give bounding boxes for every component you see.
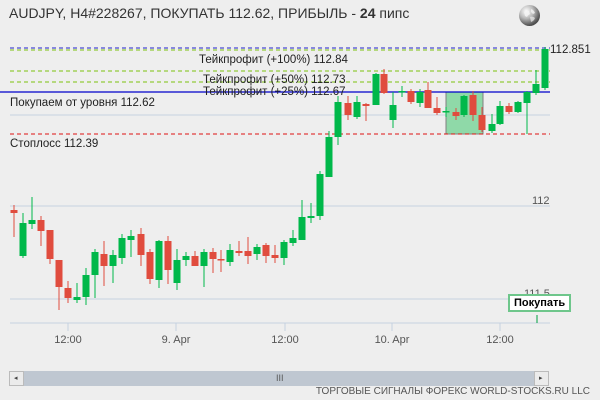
bearish-candle: [137, 234, 145, 255]
bearish-candle: [424, 90, 432, 108]
bullish-candle: [307, 216, 315, 218]
bullish-candle: [541, 49, 549, 88]
bullish-candle: [496, 106, 504, 124]
bearish-candle: [452, 112, 460, 116]
bearish-candle: [55, 260, 63, 287]
bearish-candle: [344, 103, 352, 115]
bearish-candle: [46, 230, 54, 259]
current-price-label: 112.851: [550, 44, 591, 56]
bearish-candle: [433, 108, 441, 113]
bullish-candle: [442, 111, 450, 113]
bullish-candle: [398, 91, 406, 93]
bearish-candle: [100, 254, 108, 266]
x-label-4: 10. Apr: [375, 334, 410, 346]
bullish-candle: [460, 96, 468, 115]
bearish-candle: [37, 220, 45, 231]
bullish-candle: [353, 102, 361, 117]
bullish-candle: [316, 174, 324, 216]
bearish-candle: [469, 95, 477, 115]
bullish-candle: [91, 252, 99, 275]
x-label-2: 9. Apr: [162, 334, 191, 346]
bearish-candle: [164, 241, 172, 270]
bullish-candle: [298, 217, 306, 240]
bullish-candle: [532, 84, 540, 93]
bearish-candle: [271, 255, 279, 258]
bearish-candle: [362, 104, 370, 106]
bullish-candle: [389, 105, 397, 120]
title-prefix: AUDJPY, H4#228267, ПОКУПАТЬ 112.62, ПРИБ…: [9, 5, 360, 21]
arrow-left-icon: ◂: [14, 375, 18, 382]
bullish-candle: [109, 255, 117, 266]
entry-label: Покупаем от уровня 112.62: [10, 97, 155, 109]
bearish-candle: [217, 259, 225, 261]
stop-label: Стоплосс 112.39: [10, 138, 98, 150]
scrollbar-grip-icon[interactable]: III: [276, 373, 284, 383]
bullish-candle: [173, 260, 181, 283]
bearish-candle: [262, 245, 270, 256]
tp50-label: Тейкпрофит (+50%) 112.73: [203, 74, 346, 86]
bullish-candle: [155, 241, 163, 280]
x-label-3: 12:00: [271, 334, 299, 346]
y-label-112: 112: [532, 195, 550, 207]
bearish-candle: [146, 252, 154, 279]
bullish-candle: [253, 247, 261, 254]
bullish-candle: [488, 124, 496, 131]
scroll-right-button[interactable]: ▸: [534, 371, 549, 386]
bullish-candle: [19, 223, 27, 256]
bearish-candle: [191, 256, 199, 266]
bullish-candle: [200, 252, 208, 266]
bearish-candle: [64, 288, 72, 298]
bullish-candle: [28, 220, 36, 224]
tp25-label: Тейкпрофит (+25%) 112.67: [203, 86, 346, 98]
x-label-1: 12:00: [54, 334, 82, 346]
buy-signal-marker[interactable]: Покупать: [508, 294, 572, 312]
profit-unit: пипс: [375, 5, 410, 21]
bullish-candle: [118, 238, 126, 258]
bullish-candle: [289, 238, 297, 243]
bullish-candle: [334, 102, 342, 137]
globe-icon[interactable]: [519, 5, 540, 26]
candles: [10, 47, 549, 310]
bearish-candle: [380, 74, 388, 93]
bullish-candle: [280, 242, 288, 258]
bullish-candle: [73, 297, 81, 300]
bearish-candle: [235, 251, 243, 253]
bullish-candle: [514, 102, 522, 112]
bearish-candle: [244, 251, 252, 256]
footer-credit: ТОРГОВЫЕ СИГНАЛЫ ФОРЕКС WORLD-STOCKS.RU …: [315, 386, 590, 397]
bullish-candle: [523, 92, 531, 103]
bearish-candle: [505, 106, 513, 112]
bullish-candle: [226, 250, 234, 262]
bearish-candle: [407, 91, 415, 102]
bullish-candle: [82, 275, 90, 297]
bullish-candle: [182, 256, 190, 260]
x-label-5: 12:00: [486, 334, 514, 346]
bullish-candle: [127, 236, 135, 240]
bullish-candle: [416, 92, 424, 103]
bearish-candle: [478, 115, 486, 130]
scroll-left-button[interactable]: ◂: [9, 371, 24, 386]
bullish-candle: [372, 74, 380, 105]
tp100-label: Тейкпрофит (+100%) 112.84: [199, 54, 349, 66]
bearish-candle: [209, 252, 217, 259]
arrow-right-icon: ▸: [539, 375, 543, 382]
horizontal-scrollbar[interactable]: ◂ III ▸: [9, 371, 549, 386]
bullish-candle: [325, 137, 333, 177]
profit-value: 24: [359, 5, 376, 21]
chart-title: AUDJPY, H4#228267, ПОКУПАТЬ 112.62, ПРИБ…: [9, 5, 409, 21]
bearish-candle: [10, 210, 18, 213]
